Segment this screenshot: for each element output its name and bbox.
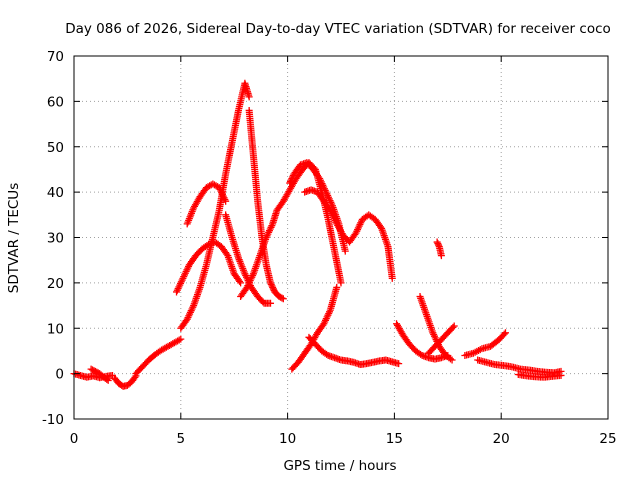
- series-pass-k: [286, 159, 349, 255]
- data-point: [278, 294, 286, 302]
- series-pass-r: [433, 238, 445, 260]
- axis-ticks: -10 0 10 20 30 40 50 60 70 0 5 10 15 20 25: [42, 49, 617, 447]
- data-point: [450, 322, 458, 330]
- data-point: [237, 279, 245, 287]
- y-tick-label: 0: [55, 367, 64, 383]
- data-point: [388, 274, 396, 282]
- data-point: [268, 282, 276, 290]
- series-pass-c: [111, 372, 140, 390]
- series-pass-d: [132, 335, 185, 378]
- data-point: [279, 295, 287, 303]
- data-point: [448, 356, 456, 364]
- y-tick-label: 50: [47, 140, 64, 156]
- data-point: [289, 173, 297, 181]
- data-point: [287, 176, 295, 184]
- series-pass-t: [474, 356, 565, 377]
- data-point: [341, 247, 349, 255]
- data-point: [175, 336, 183, 344]
- data-point: [433, 238, 441, 246]
- data-point: [434, 240, 442, 248]
- series-pass-o: [393, 320, 452, 363]
- series-pass-l: [301, 186, 396, 282]
- data-point: [286, 178, 294, 186]
- data-point: [103, 375, 111, 383]
- x-tick-label: 15: [386, 431, 403, 447]
- x-tick-label: 20: [493, 431, 510, 447]
- data-point: [437, 252, 445, 260]
- series-pass-n: [305, 333, 403, 369]
- data-point: [337, 279, 345, 287]
- data-point: [446, 355, 454, 363]
- series-pass-p: [416, 292, 456, 364]
- data-point: [333, 283, 341, 291]
- y-tick-label: 10: [47, 321, 64, 337]
- data-point: [267, 280, 275, 288]
- x-axis-label: GPS time / hours: [283, 458, 396, 474]
- data-point: [222, 197, 230, 205]
- x-tick-label: 5: [177, 431, 186, 447]
- data-point: [288, 175, 296, 183]
- y-axis-label: SDTVAR / TECUs: [6, 183, 22, 293]
- data-point: [269, 283, 277, 291]
- x-tick-label: 0: [70, 431, 79, 447]
- data-point: [104, 376, 112, 384]
- y-tick-label: 60: [47, 94, 64, 110]
- data-point: [435, 241, 443, 249]
- data-point: [500, 330, 508, 338]
- data-point: [131, 373, 139, 381]
- data-point: [395, 360, 403, 368]
- x-tick-label: 25: [599, 431, 616, 447]
- data-point: [177, 335, 185, 343]
- series-pass-j: [173, 238, 245, 296]
- data-point: [449, 323, 457, 331]
- y-tick-label: 20: [47, 276, 64, 292]
- data-point: [245, 93, 253, 101]
- data-point: [286, 179, 294, 187]
- data-point: [236, 277, 244, 285]
- y-tick-label: 30: [47, 231, 64, 247]
- series-pass-b: [87, 365, 112, 384]
- data-marks: [70, 79, 565, 390]
- y-tick-label: 70: [47, 49, 64, 65]
- data-point: [501, 329, 509, 337]
- series-pass-s: [461, 329, 509, 359]
- y-tick-label: -10: [42, 412, 64, 428]
- series-pass-q: [425, 322, 458, 357]
- data-point: [269, 285, 277, 293]
- y-tick-label: 40: [47, 185, 64, 201]
- series-pass-u: [514, 371, 565, 381]
- series-pass-i: [237, 159, 345, 300]
- data-point: [267, 299, 275, 307]
- data-point: [557, 371, 565, 379]
- x-tick-label: 10: [279, 431, 296, 447]
- grid: [74, 56, 608, 419]
- chart-title: Day 086 of 2026, Sidereal Day-to-day VTE…: [65, 21, 611, 37]
- data-point: [267, 279, 275, 287]
- series-pass-g: [183, 180, 230, 228]
